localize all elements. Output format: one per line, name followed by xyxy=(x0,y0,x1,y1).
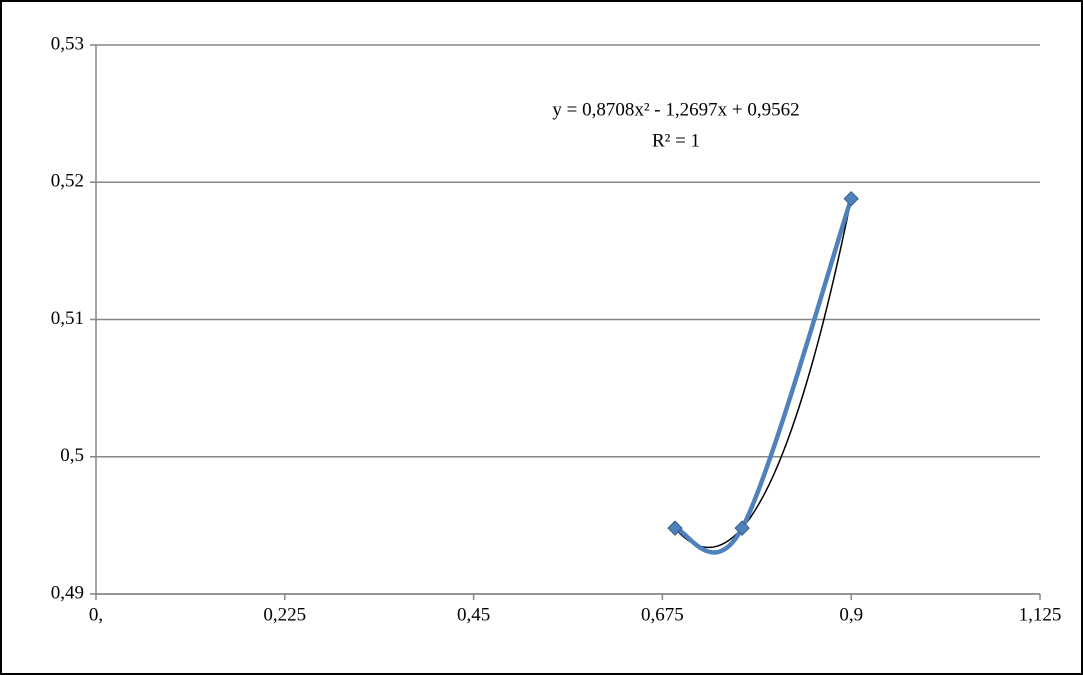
x-tick-label: 0,675 xyxy=(641,604,684,625)
y-tick-label: 0,51 xyxy=(51,308,84,329)
trendline-r2: R² = 1 xyxy=(652,130,700,151)
y-tick-label: 0,5 xyxy=(60,445,84,466)
marker xyxy=(667,520,683,536)
trendline xyxy=(674,198,852,549)
x-tick-label: 0, xyxy=(89,604,103,625)
trendline-equation: y = 0,8708x² - 1,2697x + 0,9562 xyxy=(552,99,799,120)
y-tick-label: 0,53 xyxy=(51,33,84,54)
series-line xyxy=(674,198,854,555)
marker xyxy=(843,191,859,207)
x-tick-label: 1,125 xyxy=(1019,604,1062,625)
x-tick-label: 0,45 xyxy=(457,604,490,625)
y-tick-label: 0,49 xyxy=(51,582,84,603)
x-tick-label: 0,9 xyxy=(839,604,863,625)
x-tick-label: 0,225 xyxy=(263,604,306,625)
y-tick-label: 0,52 xyxy=(51,171,84,192)
marker xyxy=(734,520,750,536)
